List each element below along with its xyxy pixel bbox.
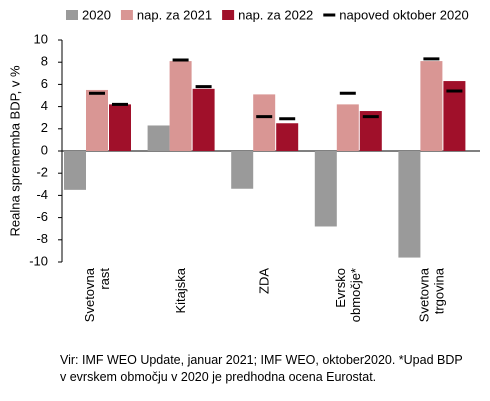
legend-swatch	[66, 10, 78, 20]
y-tick-label: -4	[36, 187, 48, 202]
bar	[231, 151, 254, 189]
y-tick-label: 10	[34, 31, 48, 46]
legend-label: napoved oktober 2020	[339, 7, 468, 22]
bar	[192, 88, 215, 151]
legend-swatch	[120, 10, 133, 20]
bar	[109, 104, 131, 151]
bar	[314, 151, 337, 227]
x-tick-label: Evrsko območje*	[333, 268, 363, 326]
bar	[253, 94, 276, 151]
y-axis-label: Realna sprememba BDP, v %	[7, 65, 22, 236]
y-tick-label: 6	[41, 76, 48, 91]
y-tick-label: 8	[41, 54, 48, 69]
bar	[276, 123, 299, 151]
y-tick-label: 0	[41, 142, 48, 157]
bar	[359, 111, 382, 151]
legend-label: nap. za 2022	[238, 7, 313, 22]
legend-swatch	[222, 10, 235, 20]
bar	[443, 81, 466, 151]
y-tick-label: -8	[36, 231, 48, 246]
bar	[169, 61, 192, 152]
y-tick-label: -2	[36, 165, 48, 180]
legend-label: 2020	[82, 7, 111, 22]
x-tick-label: Svetovna rast	[82, 267, 112, 322]
y-tick-label: 4	[41, 98, 48, 113]
chart: Realna sprememba BDP, v % -10 -8 -6 -4 -2 0 2 4…	[7, 7, 480, 326]
x-tick-label: Svetovna trgovina	[417, 267, 447, 322]
bar	[420, 61, 443, 152]
bar	[398, 151, 421, 258]
y-tick-label: -6	[36, 209, 48, 224]
x-tick-label: Kitajska	[173, 267, 188, 313]
bar	[86, 89, 108, 151]
bar	[64, 151, 86, 190]
bar	[336, 104, 359, 151]
bar	[147, 125, 170, 151]
footnote: Vir: IMF WEO Update, januar 2021; IMF WE…	[60, 353, 463, 384]
x-tick-label: ZDA	[257, 268, 272, 294]
y-tick-label: 2	[41, 120, 48, 135]
legend-label: nap. za 2021	[137, 7, 212, 22]
y-tick-label: -10	[29, 253, 48, 268]
